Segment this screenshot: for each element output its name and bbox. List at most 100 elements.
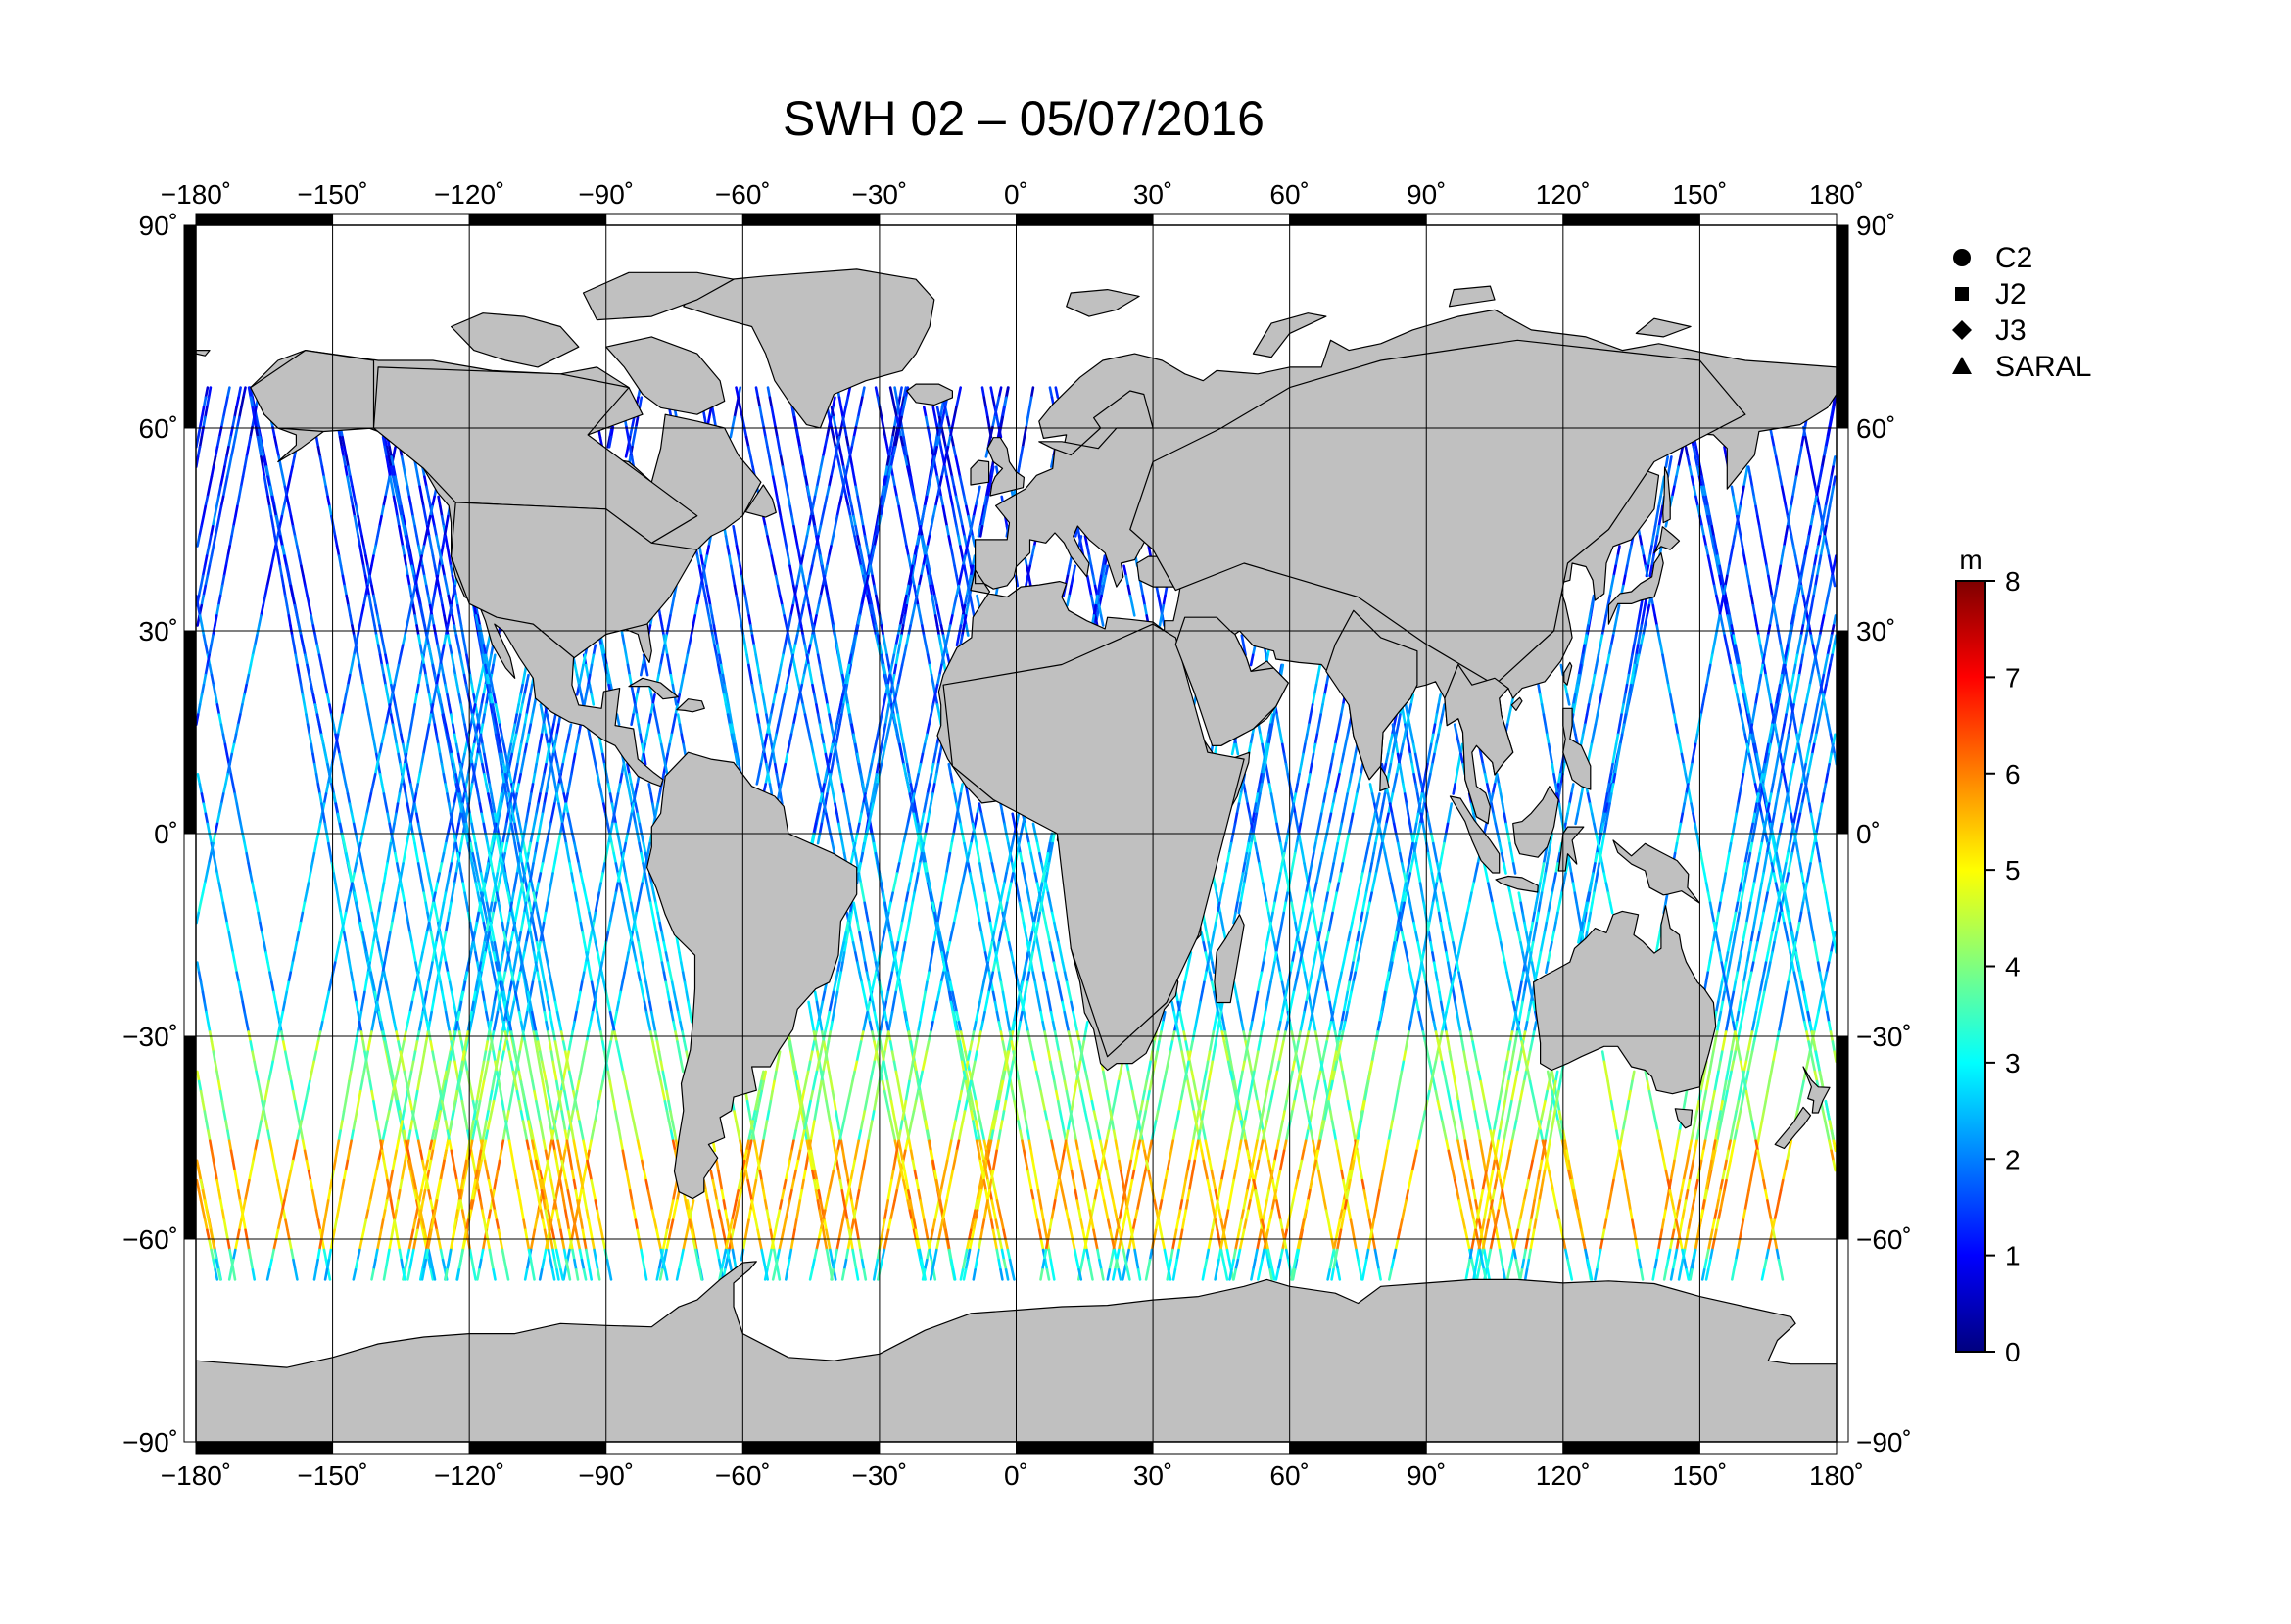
track-segment bbox=[1141, 1139, 1146, 1153]
track-segment bbox=[999, 1079, 1005, 1093]
track-segment bbox=[518, 703, 524, 716]
track-segment bbox=[1497, 1238, 1502, 1252]
track-segment bbox=[1647, 554, 1651, 568]
track-segment bbox=[1021, 1099, 1026, 1113]
track-segment bbox=[959, 514, 964, 528]
track-segment bbox=[933, 1169, 938, 1182]
track-segment bbox=[1300, 752, 1305, 766]
track-segment bbox=[478, 673, 483, 687]
track-segment bbox=[676, 693, 682, 706]
track-segment bbox=[1762, 1258, 1768, 1271]
track-segment bbox=[490, 792, 495, 805]
track-segment bbox=[1715, 594, 1720, 607]
track-segment bbox=[969, 1218, 975, 1232]
track-segment bbox=[232, 733, 238, 746]
track-segment bbox=[891, 1129, 897, 1142]
track-segment bbox=[688, 634, 693, 647]
track-segment bbox=[1719, 1000, 1724, 1014]
track-segment bbox=[215, 872, 221, 884]
track-segment bbox=[1728, 841, 1733, 855]
track-segment bbox=[1712, 535, 1717, 548]
track-segment bbox=[543, 723, 548, 737]
track-segment bbox=[1738, 783, 1743, 795]
track-segment bbox=[1133, 1209, 1139, 1221]
track-segment bbox=[874, 851, 880, 865]
track-segment bbox=[801, 1110, 807, 1122]
track-segment bbox=[1028, 1178, 1033, 1192]
track-segment bbox=[1185, 961, 1191, 975]
track-segment bbox=[826, 1060, 831, 1074]
track-segment bbox=[431, 1139, 437, 1153]
track-segment bbox=[1573, 1199, 1579, 1212]
track-segment bbox=[577, 990, 582, 1004]
track-segment bbox=[751, 1120, 757, 1132]
track-segment bbox=[307, 1169, 312, 1182]
track-segment bbox=[469, 940, 475, 954]
track-segment bbox=[1401, 931, 1406, 944]
track-segment bbox=[1583, 634, 1588, 647]
track-segment bbox=[1474, 862, 1480, 875]
track-segment bbox=[914, 822, 920, 836]
track-segment bbox=[445, 1060, 450, 1074]
track-segment bbox=[1720, 574, 1725, 588]
track-segment bbox=[516, 1050, 522, 1064]
track-segment bbox=[262, 594, 267, 607]
track-segment bbox=[734, 742, 739, 756]
track-segment bbox=[1361, 1268, 1366, 1281]
track-segment bbox=[888, 931, 894, 944]
track-segment bbox=[1821, 1110, 1827, 1122]
track-segment bbox=[1690, 475, 1695, 489]
track-segment bbox=[1229, 1060, 1234, 1074]
track-segment bbox=[1606, 594, 1611, 607]
track-segment bbox=[1791, 545, 1797, 557]
track-segment bbox=[870, 792, 875, 805]
track-segment bbox=[780, 772, 785, 786]
track-segment bbox=[666, 742, 672, 756]
track-segment bbox=[502, 1040, 507, 1053]
track-segment bbox=[1662, 1268, 1668, 1281]
track-segment bbox=[545, 1099, 549, 1113]
track-segment bbox=[1035, 882, 1041, 895]
track-segment bbox=[858, 396, 864, 409]
track-segment bbox=[249, 1040, 254, 1053]
track-segment bbox=[547, 822, 552, 836]
track-segment bbox=[747, 1110, 753, 1122]
track-segment bbox=[638, 1238, 643, 1252]
track-segment bbox=[830, 406, 835, 419]
track-segment bbox=[494, 812, 500, 826]
track-segment bbox=[332, 792, 338, 805]
track-segment bbox=[1762, 980, 1768, 994]
track-segment bbox=[946, 1238, 951, 1252]
track-segment bbox=[586, 940, 592, 954]
track-segment bbox=[1544, 1089, 1549, 1103]
track-segment bbox=[567, 1040, 572, 1053]
track-segment bbox=[986, 951, 992, 964]
track-segment bbox=[630, 1199, 636, 1212]
track-segment bbox=[1048, 832, 1054, 845]
track-segment bbox=[1743, 961, 1749, 975]
track-segment bbox=[212, 455, 217, 468]
track-segment bbox=[1034, 901, 1040, 915]
track-segment bbox=[1167, 1050, 1172, 1064]
track-segment bbox=[1030, 545, 1036, 557]
track-segment bbox=[664, 644, 669, 657]
track-segment bbox=[982, 1159, 987, 1172]
track-segment bbox=[264, 465, 269, 479]
track-segment bbox=[378, 653, 384, 667]
track-segment bbox=[856, 535, 862, 548]
track-segment bbox=[959, 1268, 965, 1281]
track-segment bbox=[1106, 1268, 1112, 1281]
track-segment bbox=[1430, 1070, 1435, 1083]
track-segment bbox=[1001, 812, 1006, 826]
track-segment bbox=[1024, 822, 1028, 836]
track-segment bbox=[1602, 614, 1607, 627]
track-segment bbox=[791, 406, 796, 419]
track-segment bbox=[1679, 1218, 1684, 1232]
track-segment bbox=[899, 1169, 905, 1182]
track-segment bbox=[1798, 445, 1803, 458]
track-segment bbox=[1267, 783, 1273, 795]
track-segment bbox=[977, 851, 981, 865]
track-segment bbox=[1447, 1040, 1452, 1053]
track-segment bbox=[1042, 911, 1047, 925]
track-segment bbox=[322, 1248, 328, 1262]
